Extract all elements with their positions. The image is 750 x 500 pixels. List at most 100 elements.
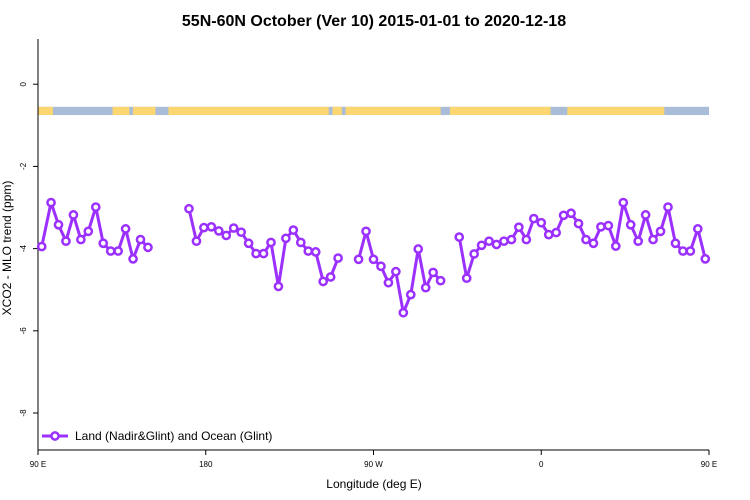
data-point [640,210,651,220]
data-point [61,236,71,247]
legend-marker [50,431,60,441]
data-point [184,203,194,214]
data-point [206,221,217,232]
data-point [655,226,666,237]
land-band-segment [168,106,329,116]
data-point [491,239,502,250]
data-point [46,197,56,208]
y-axis-label: XCO2 - MLO trend (ppm) [0,181,14,316]
data-point [361,226,371,237]
data-point [398,307,409,318]
data-point [191,236,202,247]
x-tick-label: 90 E [701,460,717,469]
data-point [36,241,47,252]
data-point [536,217,547,228]
y-tick-label: -4 [19,245,28,253]
data-point [281,233,291,244]
data-point [588,238,599,249]
data-point [663,202,673,212]
data-point [376,261,386,272]
data-point [514,222,524,233]
land-band-segment [133,106,156,116]
data-point [610,241,621,251]
data-point [258,248,269,259]
legend-label: Land (Nadir&Glint) and Ocean (Glint) [75,429,272,443]
data-point [633,236,644,247]
data-point [135,234,146,245]
data-point [521,234,532,245]
data-point [368,254,379,265]
data-point [113,246,123,256]
data-point [405,289,416,300]
data-point [68,210,79,220]
data-point [128,254,138,264]
data-point [228,223,239,233]
data-point [506,234,517,245]
land-band-segment [567,106,665,116]
data-point [461,273,472,284]
data-point [83,226,94,237]
data-point [476,240,487,251]
data-point [700,254,711,264]
land-band-segment [449,106,551,116]
data-point [213,226,224,236]
land-band-segment [112,106,130,116]
data-point [236,227,247,238]
data-point [383,277,394,288]
data-point [603,220,614,231]
data-point [648,234,658,245]
data-point [251,248,261,259]
data-point [333,253,343,263]
data-point [469,249,479,259]
data-point [221,230,232,241]
x-tick-label: 90 W [364,460,383,469]
data-point [325,272,336,282]
data-point [53,219,64,230]
data-point [528,213,539,224]
x-axis-label: Longitude (deg E) [326,477,421,491]
data-point [303,246,314,256]
data-point [310,247,321,257]
data-point [295,237,306,248]
data-point [581,234,591,245]
y-tick-label: 0 [19,81,28,86]
data-point [551,227,562,238]
data-point [288,225,299,235]
data-point [273,281,284,292]
data-point [566,208,576,219]
data-point [543,229,554,240]
data-point [484,236,494,247]
data-point [618,197,629,208]
data-point [353,254,364,265]
data-point [454,232,465,242]
data-point [318,276,329,287]
data-point [670,238,681,249]
data-point [435,275,446,286]
plot-area: 0 -2 -4 -6 -8 90 E 180 90 W 0 90 E Land (Nadir&Gli… [19,39,717,469]
data-point [692,224,703,234]
data-point [199,222,209,233]
y-tick-label: -2 [19,162,28,170]
x-tick-label: 180 [199,460,213,469]
data-point [573,218,584,229]
land-band-segment [332,106,342,116]
data-point [143,242,153,253]
data-point [90,202,101,212]
data-point [625,219,636,230]
x-tick-label: 90 E [30,460,46,469]
data-point [266,237,276,248]
x-tick-label: 0 [539,460,544,469]
data-point [98,238,109,249]
data-point [428,267,438,278]
chart-title: 55N-60N October (Ver 10) 2015-01-01 to 2… [182,13,566,30]
y-tick-label: -6 [19,327,28,335]
data-point [105,246,116,256]
data-point [685,246,696,256]
data-point [391,266,401,277]
data-point [678,246,688,256]
data-point [499,236,509,247]
land-band-segment [345,106,441,116]
data-point [420,282,431,293]
data-point [120,224,131,234]
